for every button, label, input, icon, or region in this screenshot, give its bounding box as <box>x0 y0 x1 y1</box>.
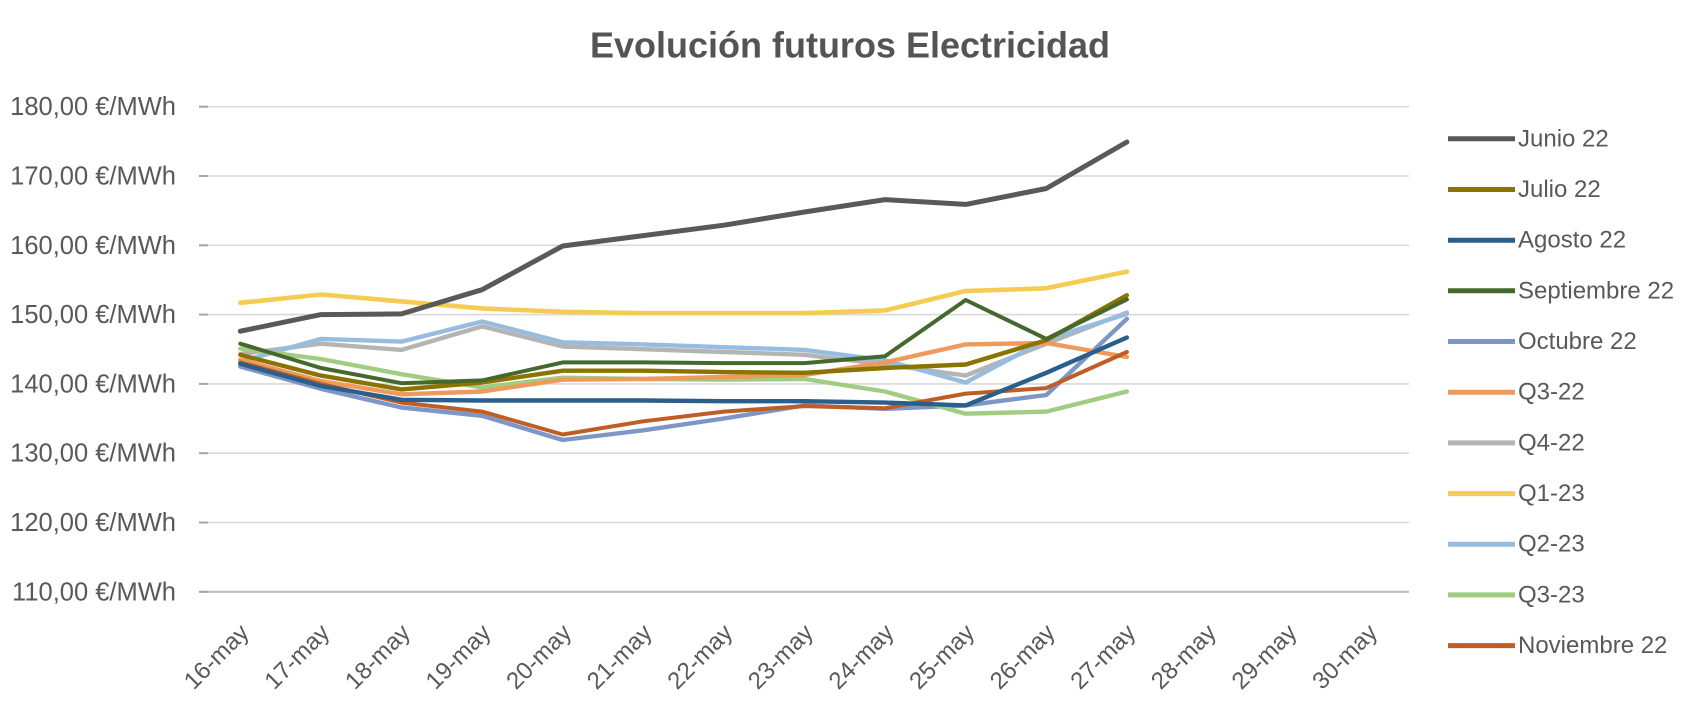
svg-text:Junio 22: Junio 22 <box>1518 125 1609 152</box>
svg-text:Octubre 22: Octubre 22 <box>1518 328 1637 355</box>
svg-text:Agosto 22: Agosto 22 <box>1518 227 1626 254</box>
svg-text:140,00 €/MWh: 140,00 €/MWh <box>10 370 176 398</box>
svg-text:Q2-23: Q2-23 <box>1518 531 1585 558</box>
svg-text:Q1-23: Q1-23 <box>1518 480 1585 507</box>
svg-text:Julio 22: Julio 22 <box>1518 176 1601 203</box>
svg-text:110,00 €/MWh: 110,00 €/MWh <box>12 578 176 606</box>
svg-text:Septiembre 22: Septiembre 22 <box>1518 277 1674 304</box>
svg-text:150,00 €/MWh: 150,00 €/MWh <box>10 301 176 329</box>
svg-text:Q3-23: Q3-23 <box>1518 581 1585 608</box>
svg-text:Q3-22: Q3-22 <box>1518 379 1585 406</box>
svg-text:Q4-22: Q4-22 <box>1518 429 1585 456</box>
svg-text:120,00 €/MWh: 120,00 €/MWh <box>10 509 176 537</box>
svg-text:180,00 €/MWh: 180,00 €/MWh <box>10 93 176 121</box>
svg-text:160,00 €/MWh: 160,00 €/MWh <box>10 232 176 260</box>
svg-text:130,00 €/MWh: 130,00 €/MWh <box>10 440 176 468</box>
svg-text:Evolución futuros Electricidad: Evolución futuros Electricidad <box>590 25 1110 66</box>
svg-text:Noviembre 22: Noviembre 22 <box>1518 632 1667 659</box>
svg-text:170,00 €/MWh: 170,00 €/MWh <box>10 163 176 191</box>
